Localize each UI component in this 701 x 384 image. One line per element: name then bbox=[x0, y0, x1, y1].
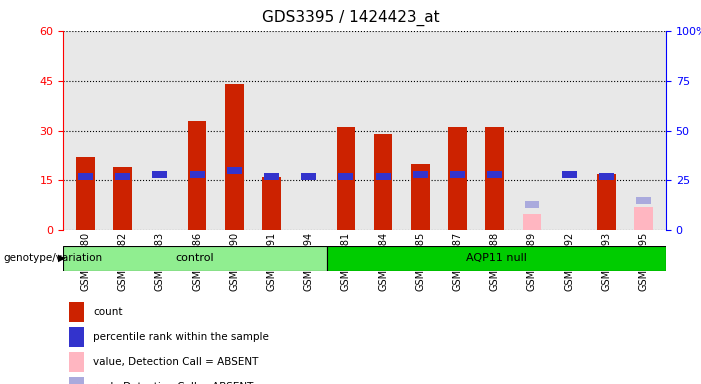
Bar bbox=[69, 352, 84, 372]
Text: AQP11 null: AQP11 null bbox=[466, 253, 527, 263]
Bar bbox=[339, 173, 353, 180]
Bar bbox=[78, 173, 93, 180]
Bar bbox=[114, 167, 132, 230]
Bar bbox=[634, 207, 653, 230]
Text: rank, Detection Call = ABSENT: rank, Detection Call = ABSENT bbox=[93, 382, 254, 384]
Bar bbox=[76, 157, 95, 230]
Bar bbox=[227, 167, 242, 174]
Bar bbox=[69, 327, 84, 347]
Bar bbox=[450, 171, 465, 178]
Bar bbox=[69, 302, 84, 322]
Text: ▶: ▶ bbox=[57, 253, 65, 263]
Bar bbox=[152, 171, 168, 178]
Bar bbox=[225, 84, 243, 230]
Bar bbox=[336, 127, 355, 230]
Bar bbox=[523, 214, 541, 230]
Bar bbox=[487, 171, 502, 178]
Bar bbox=[486, 127, 504, 230]
Bar bbox=[524, 201, 540, 208]
Bar bbox=[448, 127, 467, 230]
Bar bbox=[262, 177, 281, 230]
Bar bbox=[374, 134, 393, 230]
Bar bbox=[188, 121, 206, 230]
Bar bbox=[327, 246, 666, 271]
Bar bbox=[189, 171, 205, 178]
Bar bbox=[63, 246, 327, 271]
Bar bbox=[597, 174, 615, 230]
Text: GDS3395 / 1424423_at: GDS3395 / 1424423_at bbox=[261, 10, 440, 26]
Bar bbox=[376, 173, 390, 180]
Bar bbox=[637, 197, 651, 204]
Bar bbox=[413, 171, 428, 178]
Text: count: count bbox=[93, 307, 123, 317]
Text: genotype/variation: genotype/variation bbox=[4, 253, 102, 263]
Bar bbox=[562, 171, 577, 178]
Bar bbox=[599, 173, 614, 180]
Bar bbox=[411, 164, 430, 230]
Text: value, Detection Call = ABSENT: value, Detection Call = ABSENT bbox=[93, 357, 259, 367]
Text: percentile rank within the sample: percentile rank within the sample bbox=[93, 332, 269, 342]
Bar bbox=[115, 173, 130, 180]
Bar bbox=[69, 377, 84, 384]
Text: control: control bbox=[176, 253, 215, 263]
Bar bbox=[637, 197, 651, 204]
Bar bbox=[301, 173, 316, 180]
Bar bbox=[264, 173, 279, 180]
